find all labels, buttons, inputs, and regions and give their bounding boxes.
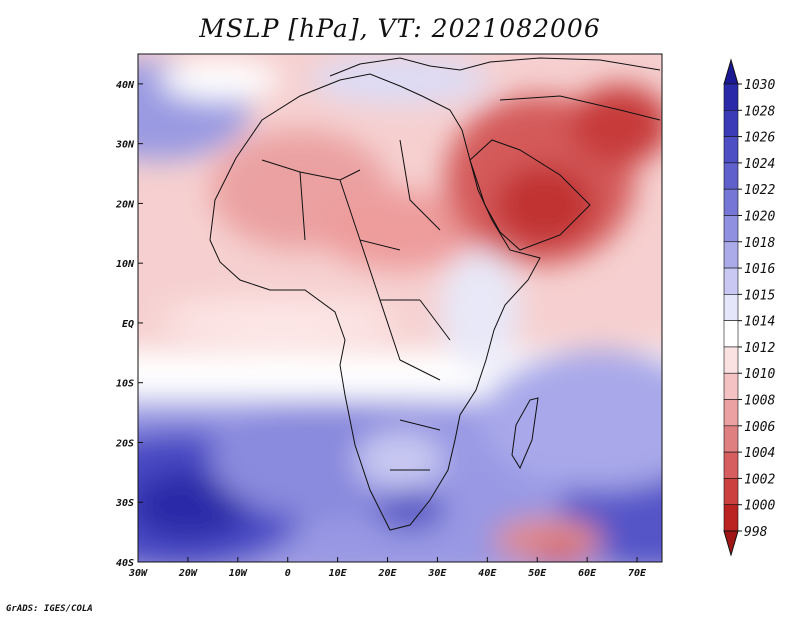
colorbar-bottom-arrow	[723, 530, 739, 557]
y-tick-label: 10N	[116, 259, 135, 270]
colorbar-label: 1000	[744, 499, 775, 514]
colorbar-swatch	[723, 504, 739, 532]
x-tick-label: 70E	[628, 568, 647, 579]
colorbar-label: 1015	[744, 288, 775, 303]
colorbar-label: 1018	[744, 236, 775, 251]
colorbar-swatch	[723, 215, 739, 243]
x-tick-label: 30E	[427, 568, 447, 579]
colorbar-swatch	[723, 188, 739, 216]
colorbar-label: 998	[744, 525, 768, 540]
colorbar-swatch	[723, 425, 739, 453]
colorbar-label: 1030	[744, 78, 775, 93]
colorbar-swatch	[723, 399, 739, 427]
colorbar-label: 1028	[744, 104, 775, 119]
x-tick-label: 30W	[128, 568, 148, 579]
colorbar-label: 1020	[744, 209, 775, 224]
y-tick-label: 40N	[116, 80, 135, 91]
colorbar-label: 1006	[744, 420, 775, 435]
colorbar-swatch	[723, 136, 739, 164]
plot-frame	[137, 53, 663, 563]
colorbar-label: 1024	[744, 157, 775, 172]
x-tick-label: 10E	[329, 568, 348, 579]
colorbar-label: 1016	[744, 262, 775, 277]
y-tick-label: 20N	[115, 199, 135, 210]
y-tick-label: 20S	[115, 438, 134, 449]
asia-outline	[499, 95, 661, 121]
colorbar-label: 1002	[744, 472, 775, 487]
colorbar-swatch	[723, 83, 739, 111]
colorbar-swatch	[723, 241, 739, 269]
x-tick-label: 20W	[178, 568, 198, 579]
colorbar-swatch	[723, 478, 739, 506]
colorbar-swatch	[723, 109, 739, 137]
colorbar-swatch	[723, 267, 739, 295]
x-tick-label: 50E	[528, 568, 547, 579]
colorbar-label: 1022	[744, 183, 775, 198]
y-tick-label: 30N	[115, 140, 135, 151]
madagascar-outline	[511, 397, 539, 470]
credit-footer: GrADS: IGES/COLA	[6, 604, 93, 614]
colorbar-swatch	[723, 294, 739, 321]
x-tick-label: 40E	[478, 568, 497, 579]
europe-outline	[329, 57, 661, 77]
x-tick-label: 0	[285, 568, 291, 579]
colorbar: 1030 1028 1026 1024 1022 1020 1018 1016 1015 1014…	[723, 58, 775, 557]
colorbar-label: 1014	[744, 315, 775, 330]
colorbar-swatch	[723, 451, 739, 479]
colorbar-label: 1010	[744, 367, 775, 382]
africa-outline	[209, 73, 541, 531]
x-tick-label: 20E	[377, 568, 397, 579]
mslp-field	[138, 54, 662, 562]
colorbar-swatch	[723, 162, 739, 190]
x-tick-label: 10W	[229, 568, 248, 579]
y-tick-label: 10S	[116, 379, 134, 390]
y-tick-label: 30S	[115, 498, 134, 509]
colorbar-label: 1008	[744, 394, 775, 409]
y-tick-label: EQ	[122, 319, 134, 330]
colorbar-label: 1004	[744, 446, 775, 461]
colorbar-swatch	[723, 346, 739, 374]
colorbar-label: 1012	[744, 341, 775, 356]
x-axis: 30W 20W 10W 0 10E 20E 30E 40E 50E 60E 70E	[128, 557, 647, 579]
arabia-outline	[469, 139, 591, 251]
chart-title: MSLP [hPa], VT: 2021082006	[199, 14, 601, 43]
colorbar-label: 1026	[744, 131, 775, 146]
coastlines	[209, 57, 661, 531]
y-axis: 40S 30S 20S 10S EQ 10N 20N 30N 40N	[115, 80, 143, 569]
country-lines	[261, 139, 451, 471]
colorbar-top-arrow	[723, 58, 739, 85]
y-tick-label: 40S	[116, 558, 134, 569]
colorbar-swatch	[723, 372, 739, 400]
x-tick-label: 60E	[578, 568, 597, 579]
colorbar-swatch	[723, 320, 739, 348]
